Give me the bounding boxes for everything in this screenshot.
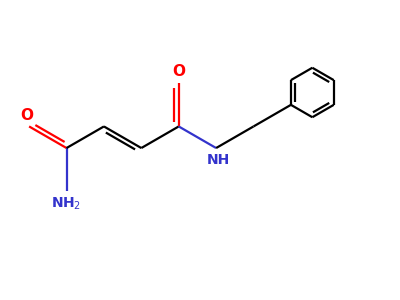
- Text: O: O: [172, 64, 185, 79]
- Text: NH$_2$: NH$_2$: [52, 196, 82, 212]
- Text: O: O: [21, 108, 34, 123]
- Text: NH: NH: [206, 153, 230, 167]
